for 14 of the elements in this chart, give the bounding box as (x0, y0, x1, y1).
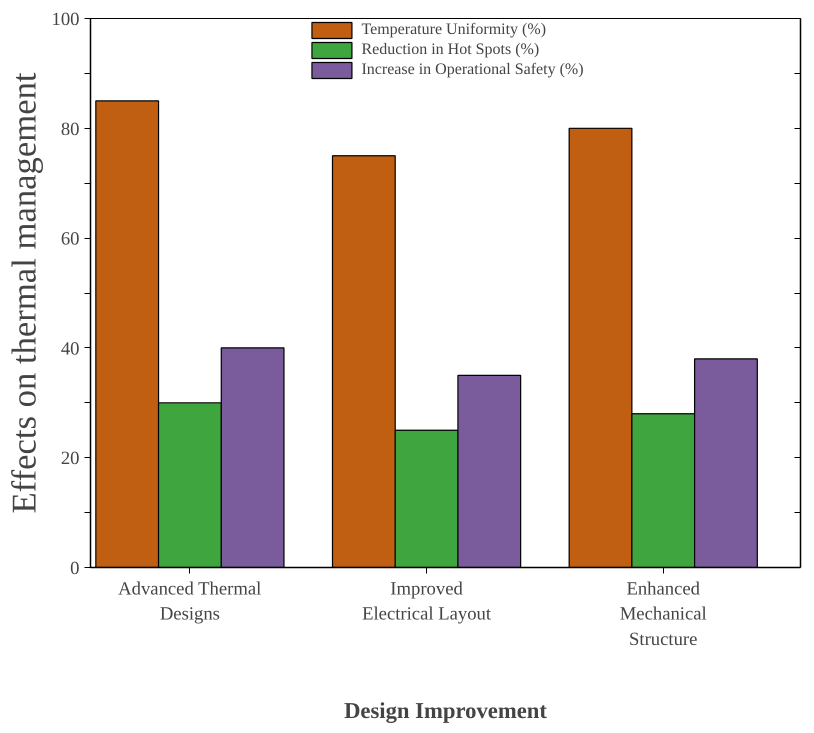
y-tick-label: 40 (60, 338, 80, 360)
y-tick-label: 0 (70, 558, 80, 579)
x-tick-label: Advanced Thermal Designs (118, 578, 262, 625)
y-tick-label: 100 (52, 9, 80, 30)
x-tick-label: Improved Electrical Layout (362, 578, 492, 625)
y-tick-label: 80 (60, 118, 80, 140)
y-tick-label: 60 (60, 228, 80, 250)
y-tick-label: 20 (60, 448, 80, 470)
x-tick-label: Enhanced Mechanical Structure (620, 578, 707, 650)
legend-label: Reduction in Hot Spots (%) (361, 41, 540, 59)
y-axis-title: Effects on thermal management (6, 72, 44, 514)
legend-label: Increase in Operational Safety (%) (361, 61, 584, 79)
x-axis-title: Design Improvement (344, 698, 548, 723)
legend-label: Temperature Uniformity (%) (361, 21, 546, 39)
